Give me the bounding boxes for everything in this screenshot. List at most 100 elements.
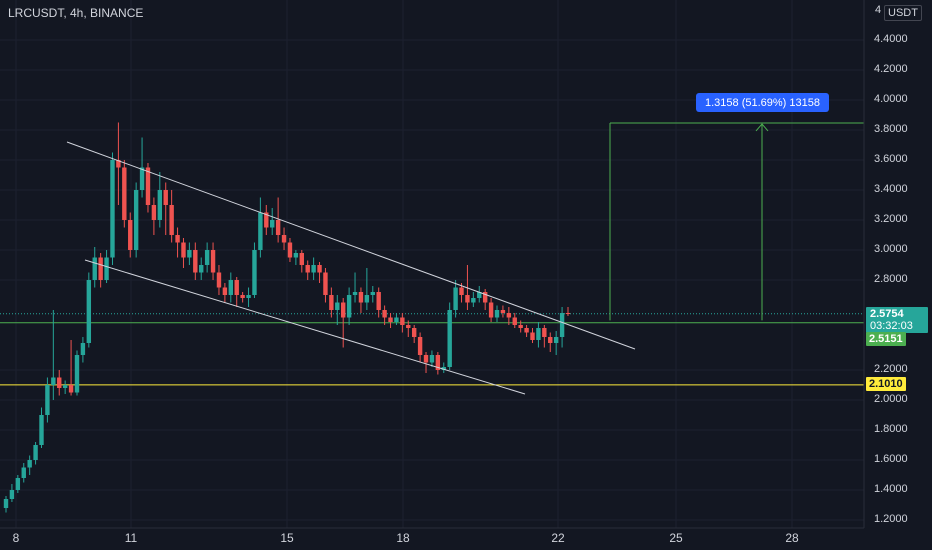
candle	[335, 295, 340, 325]
candle	[411, 325, 417, 343]
candle-body	[518, 325, 523, 328]
candle-body	[110, 160, 115, 258]
measure-tool[interactable]	[609, 122, 864, 321]
candle	[417, 332, 423, 363]
candle	[228, 272, 233, 303]
candle	[293, 250, 299, 265]
candle-body	[246, 295, 251, 298]
candle	[305, 260, 310, 280]
candle-body	[341, 302, 346, 318]
candle	[406, 320, 411, 337]
candle	[429, 350, 435, 367]
trend-channel[interactable]	[66, 141, 636, 395]
price-tick-top: 4	[875, 4, 882, 16]
candle-body	[21, 467, 26, 478]
candle	[435, 352, 441, 375]
candle	[216, 265, 222, 295]
candle	[92, 247, 97, 288]
candle	[270, 208, 275, 235]
bar-countdown: 03:32:03	[870, 320, 913, 332]
candle-body	[406, 325, 411, 328]
candle	[57, 370, 62, 396]
channel-upper-line	[66, 141, 636, 350]
candle-body	[98, 257, 103, 280]
price-tick-label: 3.0000	[874, 243, 908, 255]
candle-body	[482, 292, 488, 303]
candle	[441, 362, 446, 373]
candle	[281, 227, 287, 250]
candle	[258, 197, 263, 258]
candle-body	[530, 332, 535, 340]
candle	[252, 242, 257, 298]
candle	[370, 286, 375, 303]
symbol-title[interactable]: LRCUSDT, 4h, BINANCE	[8, 6, 144, 20]
candle-body	[199, 265, 204, 273]
candle-body	[305, 265, 310, 273]
candle-body	[435, 355, 441, 370]
candle-body	[62, 385, 68, 388]
candle	[240, 292, 245, 303]
candle	[394, 313, 399, 325]
time-tick-label: 15	[280, 531, 294, 545]
candle-body	[358, 292, 364, 303]
candle-body	[122, 167, 127, 220]
candle-body	[139, 167, 145, 190]
candle	[27, 455, 32, 475]
candle	[86, 272, 92, 348]
candle-body	[370, 292, 375, 295]
measure-arrow-head	[755, 123, 769, 132]
candle	[477, 286, 482, 303]
candle	[175, 227, 180, 258]
candle-body	[181, 242, 186, 258]
candle-body	[441, 367, 446, 370]
candle	[275, 197, 281, 243]
measure-label[interactable]: 1.3158 (51.69%) 13158	[696, 93, 829, 112]
candle	[500, 305, 506, 318]
candle-body	[187, 250, 192, 258]
candle	[388, 313, 393, 328]
candle	[311, 257, 316, 280]
candle	[341, 298, 346, 348]
candle-body	[175, 235, 180, 243]
current-price: 2.5754	[870, 308, 904, 320]
price-tick-label: 2.8000	[874, 273, 908, 285]
currency-button[interactable]: USDT	[884, 5, 922, 21]
candle	[323, 268, 328, 303]
price-tick-label: 3.8000	[874, 123, 908, 135]
candle-body	[364, 295, 370, 303]
candle-body	[39, 415, 44, 445]
candle	[482, 289, 488, 310]
candle	[21, 463, 26, 483]
candle-body	[459, 287, 464, 295]
candle	[210, 242, 216, 280]
candle	[193, 242, 198, 280]
candle-body	[287, 242, 293, 258]
candle-body	[216, 272, 222, 288]
candle	[317, 262, 322, 283]
candle-body	[45, 385, 50, 415]
candle	[287, 238, 293, 262]
candle-body	[323, 272, 328, 295]
candle-body	[258, 212, 263, 250]
candle	[536, 322, 541, 348]
candle-body	[488, 302, 494, 318]
candle-body	[270, 220, 275, 228]
candle-body	[382, 310, 387, 318]
candle-body	[388, 317, 393, 322]
candle-body	[429, 355, 435, 363]
price-tick-label: 4.0000	[874, 93, 908, 105]
candle-body	[252, 250, 257, 295]
candle	[199, 257, 204, 280]
candle	[45, 377, 50, 423]
candle-body	[74, 355, 80, 393]
candle	[128, 212, 133, 258]
candle-body	[542, 328, 547, 337]
price-tick-label: 1.2000	[874, 513, 908, 525]
candle	[187, 242, 192, 265]
candle-body	[163, 190, 168, 205]
time-tick-label: 22	[551, 531, 565, 545]
candle	[559, 307, 565, 348]
candle-body	[317, 265, 322, 273]
candle-body	[477, 292, 482, 298]
